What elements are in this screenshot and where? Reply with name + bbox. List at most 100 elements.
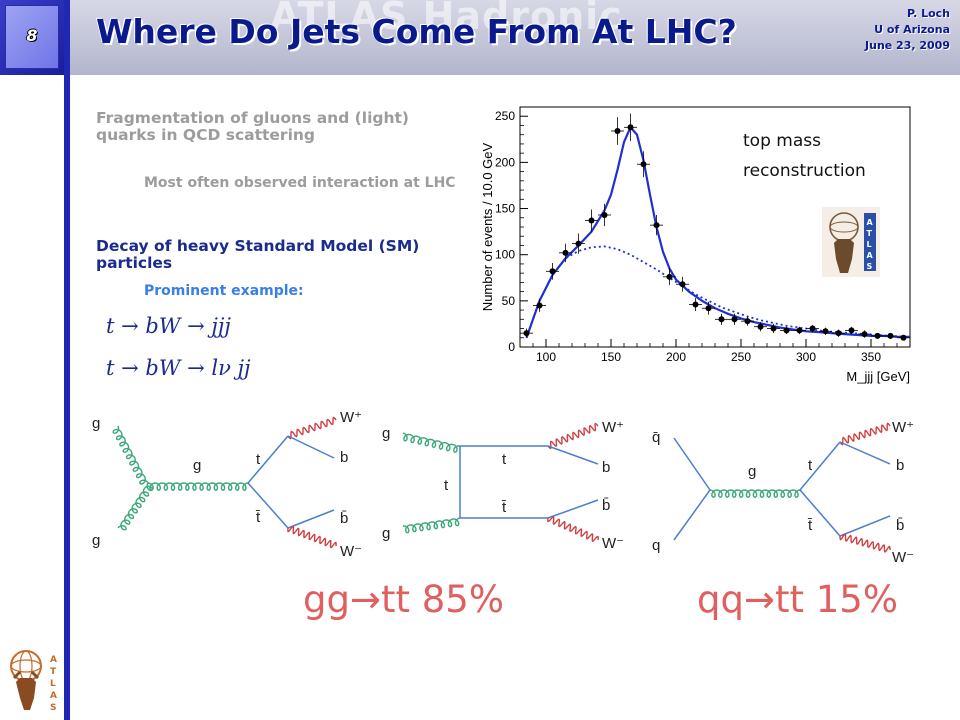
data-point [624, 113, 637, 142]
feynman-diagrams: g g g t t̄ W⁺ b b̄ W⁻ g g t t t̄ W⁺ b b̄… [92, 409, 914, 566]
w-boson-line [547, 516, 599, 542]
gluon-line [709, 489, 801, 498]
data-marker [575, 240, 582, 247]
fraction-qq: qq→tt 15% [697, 578, 898, 621]
data-point [728, 313, 741, 325]
feynman-diagram-gg-t-channel: g g t t t̄ W⁺ b b̄ W⁻ [382, 419, 624, 552]
data-marker [809, 325, 816, 332]
gluon-line [117, 482, 154, 531]
label-gluon-mid: g [748, 463, 756, 480]
data-point [715, 313, 728, 325]
label-w-minus: W⁻ [340, 543, 362, 560]
data-point [546, 263, 559, 280]
data-marker [744, 318, 751, 325]
data-point [650, 215, 663, 236]
data-marker [705, 305, 712, 312]
data-marker [731, 316, 738, 323]
w-boson-line [547, 422, 599, 450]
data-point [611, 117, 624, 145]
fermion-line [799, 489, 841, 537]
data-marker [640, 161, 647, 168]
data-point [572, 233, 585, 254]
x-axis-label: M_jjj [GeV] [846, 369, 910, 384]
fermion-line [287, 435, 335, 459]
data-point [702, 301, 715, 315]
data-point [598, 203, 611, 227]
data-marker [757, 323, 764, 330]
svg-text:A: A [867, 251, 874, 260]
fermion-line [287, 509, 335, 529]
y-tick-label: 200 [495, 155, 515, 169]
label-gluon-bottom: g [382, 525, 390, 542]
data-point [858, 330, 871, 338]
data-point [845, 326, 858, 335]
label-top: t [256, 451, 261, 468]
data-point [767, 323, 780, 334]
y-tick-label: 100 [495, 248, 515, 262]
x-tick-label: 350 [861, 350, 881, 364]
x-tick-label: 100 [536, 350, 556, 364]
atlas-logo-small: A T L A S [822, 207, 880, 277]
label-antitop: t̄ [807, 517, 813, 534]
plot-label-line-2: reconstruction [743, 161, 866, 181]
fermion-line [459, 445, 548, 519]
gluon-line [112, 425, 149, 485]
gluon-line [147, 482, 249, 491]
data-marker [861, 331, 868, 338]
data-marker [848, 327, 855, 334]
data-marker [835, 330, 842, 337]
svg-text:A: A [867, 218, 874, 227]
y-axis-label: Number of events / 10.0 GeV [480, 142, 495, 311]
svg-text:L: L [867, 240, 872, 249]
data-marker [588, 217, 595, 224]
y-tick-label: 250 [495, 109, 515, 123]
data-point [897, 334, 910, 341]
slide-title: Where Do Jets Come From At LHC? [96, 12, 737, 51]
label-antiquark: q̄ [652, 429, 660, 446]
data-point [754, 322, 767, 332]
w-boson-line [287, 525, 337, 549]
data-point [676, 276, 689, 292]
data-marker [692, 301, 699, 308]
fermion-line [839, 515, 891, 537]
svg-text:T: T [867, 229, 873, 238]
label-bbar: b̄ [340, 510, 348, 527]
label-antitop: t̄ [255, 509, 261, 526]
label-top-upper: t [502, 451, 507, 468]
data-marker [614, 128, 621, 134]
svg-text:T: T [50, 667, 57, 677]
slide-number-box: 8 [0, 0, 64, 75]
label-b: b [602, 459, 610, 476]
x-tick-label: 150 [601, 350, 621, 364]
label-w-plus: W⁺ [340, 409, 362, 426]
equation-semileptonic-decay: t → bW → lν jj [106, 356, 251, 380]
data-point [637, 151, 650, 178]
w-boson-line [839, 533, 891, 553]
bullet-fragmentation: Fragmentation of gluons and (light) quar… [96, 109, 410, 144]
label-w-minus: W⁻ [602, 535, 624, 552]
data-marker [679, 281, 686, 288]
bullet-decay: Decay of heavy Standard Model (SM) parti… [96, 237, 420, 272]
svg-text:S: S [50, 703, 56, 713]
data-point [520, 328, 533, 338]
equation-hadronic-decay: t → bW → jjj [106, 314, 231, 338]
svg-text:A: A [50, 691, 57, 701]
label-w-plus: W⁺ [892, 419, 914, 436]
data-marker [822, 328, 829, 335]
plot-label-line-1: top mass [743, 131, 821, 151]
y-tick-label: 50 [502, 294, 516, 308]
fermion-line [247, 435, 289, 484]
label-w-minus: W⁻ [892, 549, 914, 566]
data-marker [549, 268, 556, 275]
fermion-line [547, 499, 599, 519]
svg-text:L: L [50, 679, 56, 689]
sub-bullet-example: Prominent example: [144, 283, 304, 299]
mass-histogram: 0 50 100 150 200 250 100 150 200 250 300 350 Number … [480, 106, 911, 384]
fermion-line [547, 445, 599, 465]
data-marker [627, 124, 634, 131]
label-quark: q [652, 537, 660, 554]
w-boson-line [839, 422, 891, 446]
data-marker [770, 325, 777, 332]
data-point [793, 326, 806, 335]
label-b: b [340, 449, 348, 466]
